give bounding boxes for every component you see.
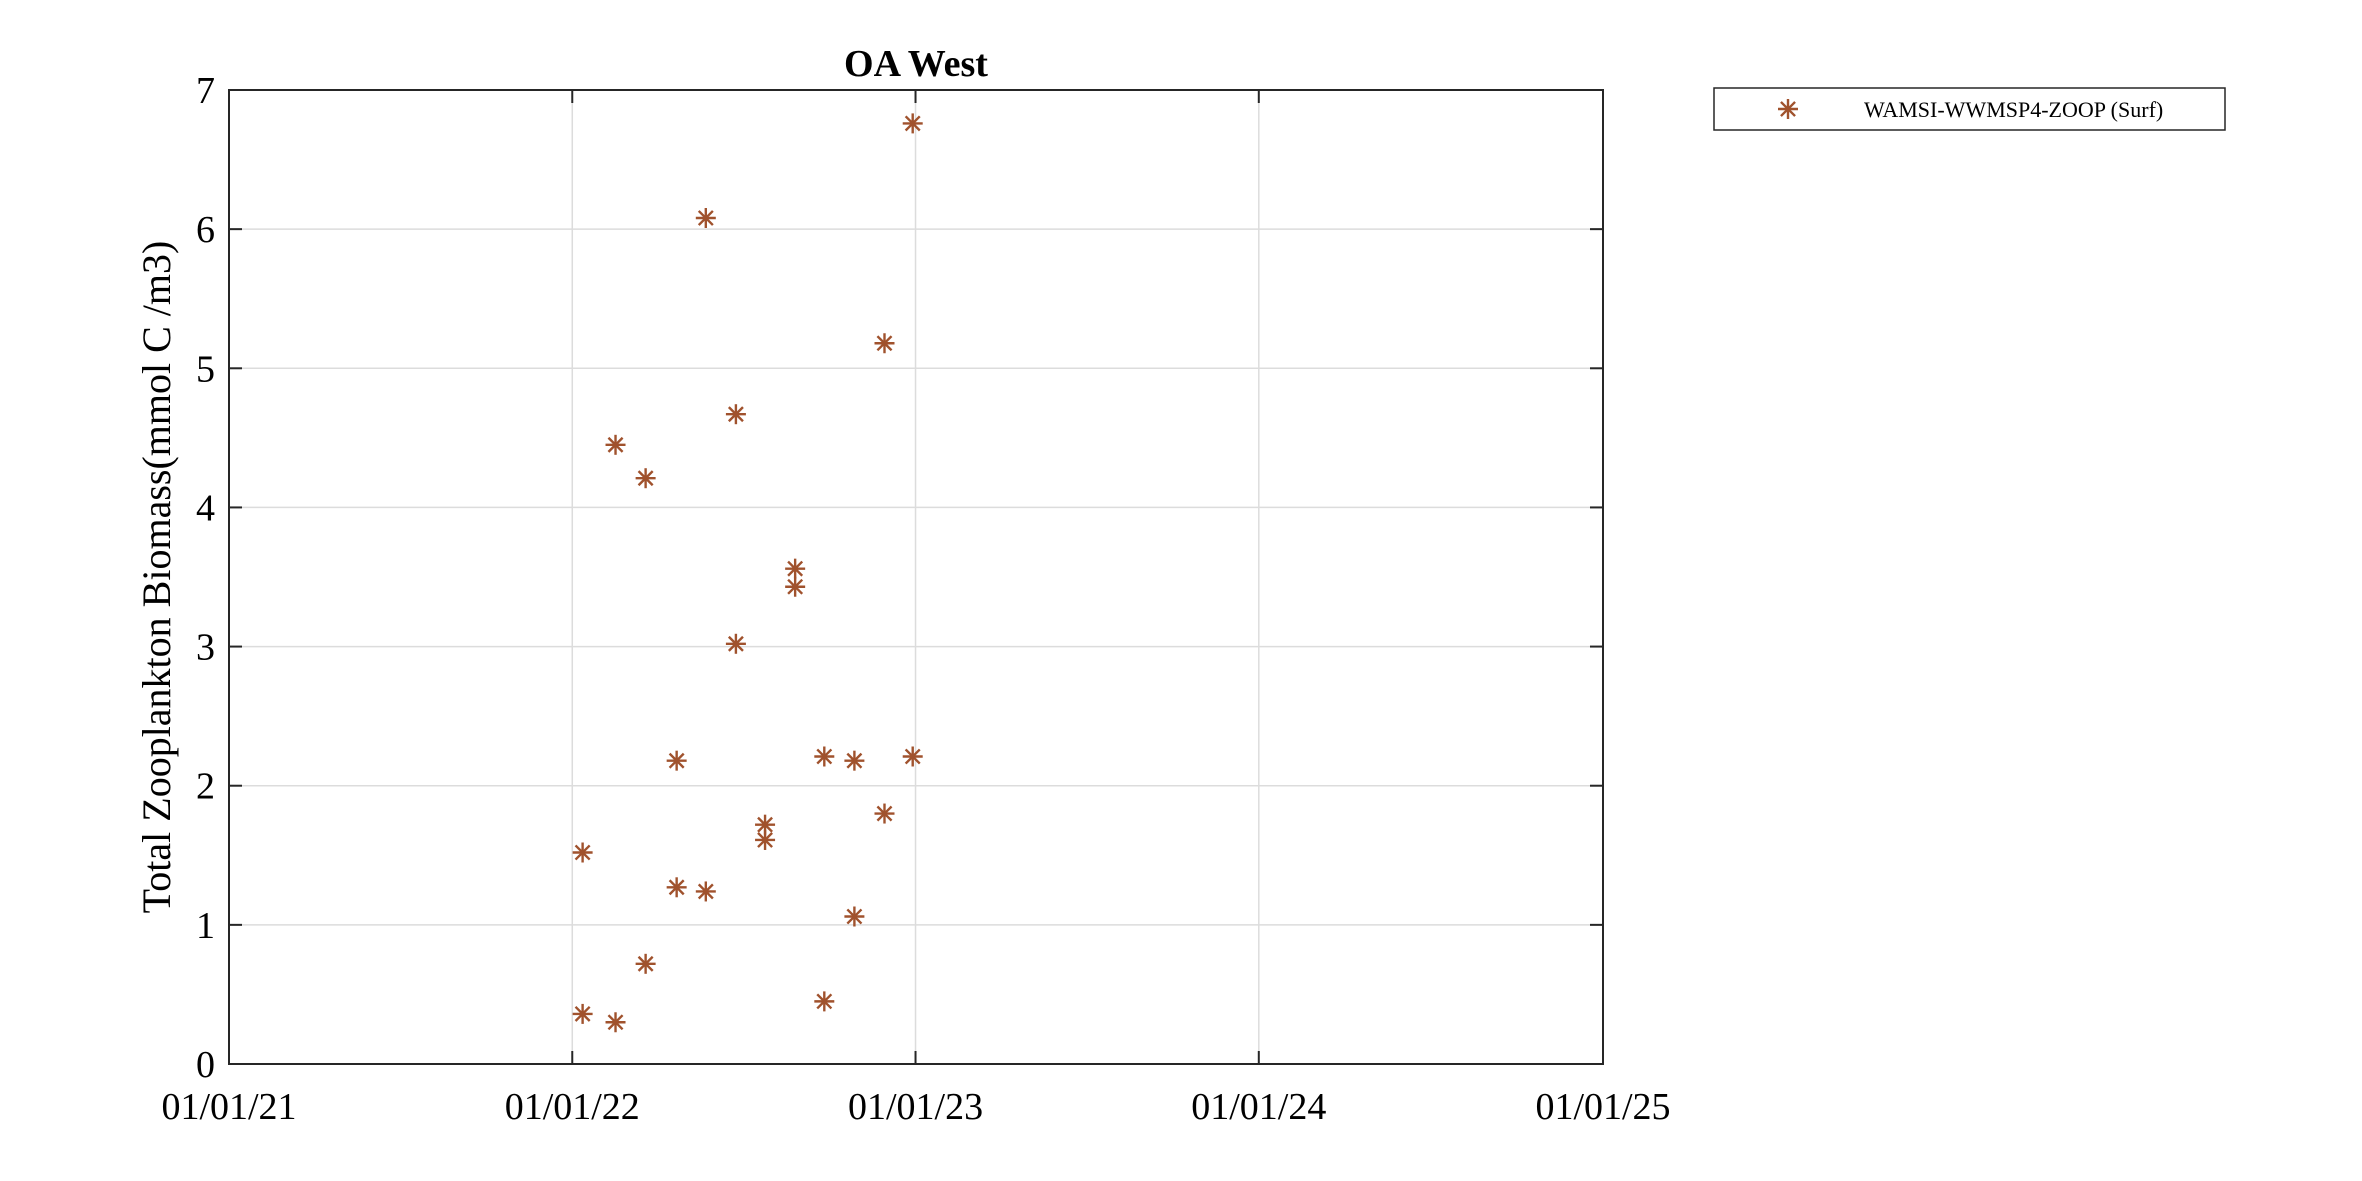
data-point	[725, 633, 746, 654]
grid-layer	[229, 90, 1603, 1064]
data-point	[902, 746, 923, 767]
y-tick-label: 6	[196, 209, 215, 251]
y-tick-label: 4	[196, 487, 215, 529]
x-tick-label: 01/01/21	[161, 1086, 296, 1128]
data-point	[666, 877, 687, 898]
data-point	[635, 468, 656, 489]
data-point	[874, 333, 895, 354]
data-point	[785, 558, 806, 579]
data-points	[572, 113, 923, 1033]
y-tick-label: 1	[196, 905, 215, 947]
x-tick-label: 01/01/25	[1535, 1086, 1670, 1128]
data-point	[695, 208, 716, 229]
y-axis-label: Total Zooplankton Biomass(mmol C /m3)	[134, 241, 179, 914]
legend-asterisk-icon	[1778, 99, 1798, 119]
data-point	[844, 906, 865, 927]
y-tick-label: 2	[196, 766, 215, 808]
data-point	[874, 803, 895, 824]
data-point	[695, 881, 716, 902]
x-tick-label: 01/01/23	[848, 1086, 983, 1128]
y-tick-label: 0	[196, 1044, 215, 1086]
legend-entry-label: WAMSI-WWMSP4-ZOOP (Surf)	[1864, 97, 2163, 122]
x-tick-label: 01/01/22	[505, 1086, 640, 1128]
data-point	[572, 1003, 593, 1024]
data-point	[725, 404, 746, 425]
tick-layer	[228, 89, 1604, 1065]
y-tick-labels: 0 1 2 3 4 5 6 7	[196, 70, 215, 1086]
x-tick-labels: 01/01/21 01/01/22 01/01/23 01/01/24 01/01/25	[161, 1086, 1670, 1128]
y-tick-label: 3	[196, 627, 215, 669]
legend-marker-asterisk-icon	[1778, 99, 1798, 119]
data-point	[572, 842, 593, 863]
data-point	[605, 1012, 626, 1033]
legend: WAMSI-WWMSP4-ZOOP (Surf)	[1713, 87, 2226, 131]
data-point	[814, 746, 835, 767]
data-point	[814, 991, 835, 1012]
data-point	[755, 829, 776, 850]
data-point	[605, 434, 626, 455]
data-point	[666, 750, 687, 771]
chart-title: OA West	[844, 43, 988, 85]
data-point	[844, 750, 865, 771]
legend-box	[1713, 87, 2226, 131]
x-tick-label: 01/01/24	[1191, 1086, 1326, 1128]
data-point	[902, 113, 923, 134]
data-point	[635, 953, 656, 974]
y-tick-label: 7	[196, 70, 215, 112]
data-point	[785, 576, 806, 597]
y-tick-label: 5	[196, 348, 215, 390]
